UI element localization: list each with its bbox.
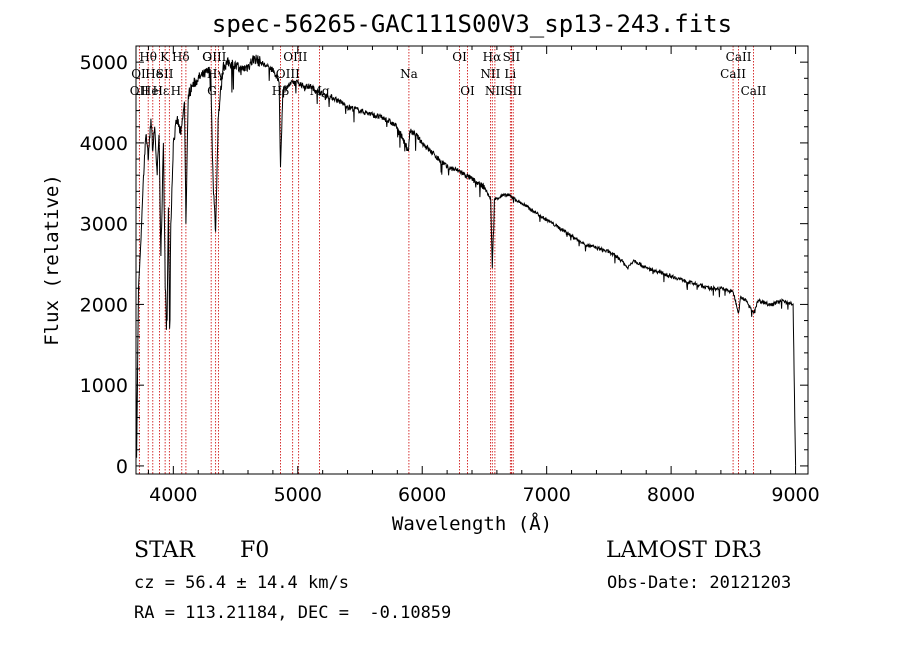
line-label-10: G [202,50,212,64]
radec-text: RA = 113.21184, DEC = -0.10859 [134,603,452,623]
line-label-7: Hε [153,84,170,98]
plot-frame [135,45,809,475]
line-label-0: OII [130,84,150,98]
x-axis-ticks: 4000 5000 6000 7000 8000 9000 [147,46,820,506]
object-subclass: F0 [240,538,270,563]
y-tick-label-1: 1000 [80,375,128,397]
line-label-22: NII [480,67,500,81]
x-tick-label-1: 5000 [274,484,322,506]
line-label-16: Hβ [272,84,289,98]
survey-name: LAMOST DR3 [606,538,762,563]
line-label-21: Hα [483,50,502,64]
line-label-8: Hδ [172,50,190,64]
line-label-29: CaII [741,84,767,98]
y-axis-label: Flux (relative) [41,174,63,346]
line-label-27: CaII [726,50,752,64]
line-label-25: Li [504,67,516,81]
line-label-4: He [145,67,163,81]
line-label-1: Hθ [139,50,157,64]
x-tick-label-5: 9000 [771,484,819,506]
obs-date-text: Obs-Date: 20121203 [607,573,792,593]
line-label-20: OI [460,84,475,98]
line-label-28: CaII [720,67,746,81]
line-label-9: H [171,84,181,98]
y-tick-label-3: 3000 [80,214,128,236]
x-axis-label: Wavelength (Å) [392,512,552,535]
line-label-23: NII [485,84,505,98]
object-class: STAR [134,538,195,563]
y-tick-label-0: 0 [116,456,128,478]
line-label-14: OIII [283,50,307,64]
chart-title: spec-56265-GAC111S00V3_sp13-243.fits [212,10,732,38]
emission-line-markers [138,46,754,474]
line-label-2: OI [131,67,146,81]
line-label-11: OIII [202,50,226,64]
x-tick-label-4: 8000 [647,484,695,506]
x-tick-label-0: 4000 [149,484,197,506]
spectrum-line [135,54,797,466]
line-label-5: K [160,50,170,64]
line-label-6: SII [156,67,174,81]
line-label-26: SII [504,84,522,98]
line-label-12: G [207,84,217,98]
y-tick-label-4: 4000 [80,133,128,155]
y-tick-label-5: 5000 [80,52,128,74]
line-label-15: OIII [276,67,300,81]
y-tick-label-2: 2000 [80,294,128,316]
x-tick-label-2: 6000 [398,484,446,506]
line-label-3: He [141,84,159,98]
line-label-19: OI [452,50,467,64]
line-label-24: SII [503,50,521,64]
x-tick-label-3: 7000 [522,484,570,506]
redshift-text: cz = 56.4 ± 14.4 km/s [134,573,349,593]
line-label-18: Na [400,67,418,81]
y-axis-ticks: 0 1000 2000 3000 4000 5000 [80,52,808,478]
